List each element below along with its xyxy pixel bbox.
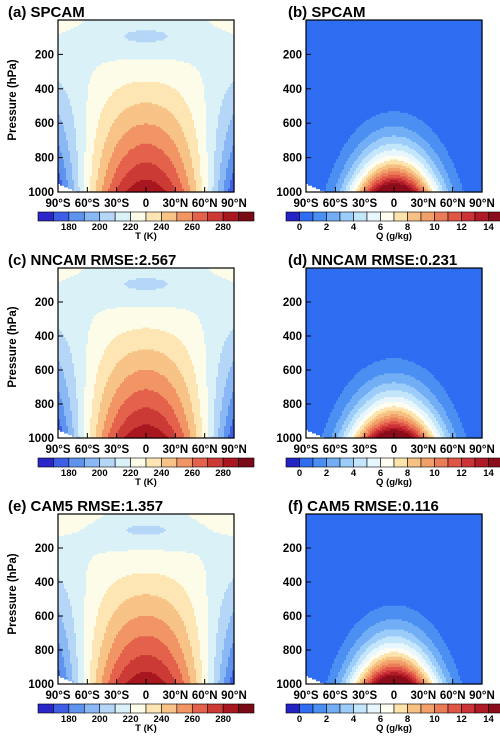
panel-title-a: (a) SPCAM	[8, 4, 85, 21]
panel-a-temperature-spcam: (a) SPCAM Pressure (hPa) 200400600800100…	[7, 4, 254, 242]
contour-field	[58, 20, 235, 193]
y-axis-label-a: Pressure (hPa)	[7, 59, 19, 140]
